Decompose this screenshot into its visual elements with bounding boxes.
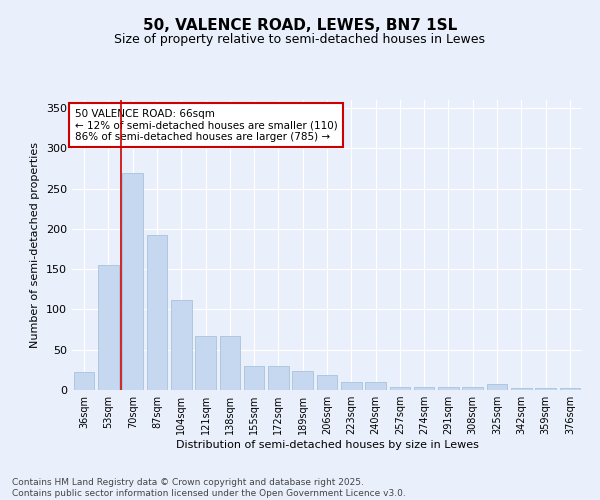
X-axis label: Distribution of semi-detached houses by size in Lewes: Distribution of semi-detached houses by …	[176, 440, 478, 450]
Bar	[511, 388, 532, 390]
Bar	[389, 387, 410, 390]
Bar	[220, 336, 240, 390]
Bar	[171, 300, 191, 390]
Text: 50 VALENCE ROAD: 66sqm
← 12% of semi-detached houses are smaller (110)
86% of se: 50 VALENCE ROAD: 66sqm ← 12% of semi-det…	[74, 108, 337, 142]
Y-axis label: Number of semi-detached properties: Number of semi-detached properties	[31, 142, 40, 348]
Bar	[341, 382, 362, 390]
Bar	[560, 388, 580, 390]
Bar	[317, 374, 337, 390]
Text: Size of property relative to semi-detached houses in Lewes: Size of property relative to semi-detach…	[115, 32, 485, 46]
Bar	[487, 384, 508, 390]
Bar	[268, 366, 289, 390]
Bar	[146, 234, 167, 390]
Bar	[122, 172, 143, 390]
Bar	[74, 372, 94, 390]
Bar	[463, 387, 483, 390]
Bar	[414, 387, 434, 390]
Bar	[292, 370, 313, 390]
Bar	[244, 366, 265, 390]
Text: Contains HM Land Registry data © Crown copyright and database right 2025.
Contai: Contains HM Land Registry data © Crown c…	[12, 478, 406, 498]
Bar	[98, 265, 119, 390]
Text: 50, VALENCE ROAD, LEWES, BN7 1SL: 50, VALENCE ROAD, LEWES, BN7 1SL	[143, 18, 457, 32]
Bar	[195, 336, 216, 390]
Bar	[535, 388, 556, 390]
Bar	[365, 382, 386, 390]
Bar	[438, 387, 459, 390]
